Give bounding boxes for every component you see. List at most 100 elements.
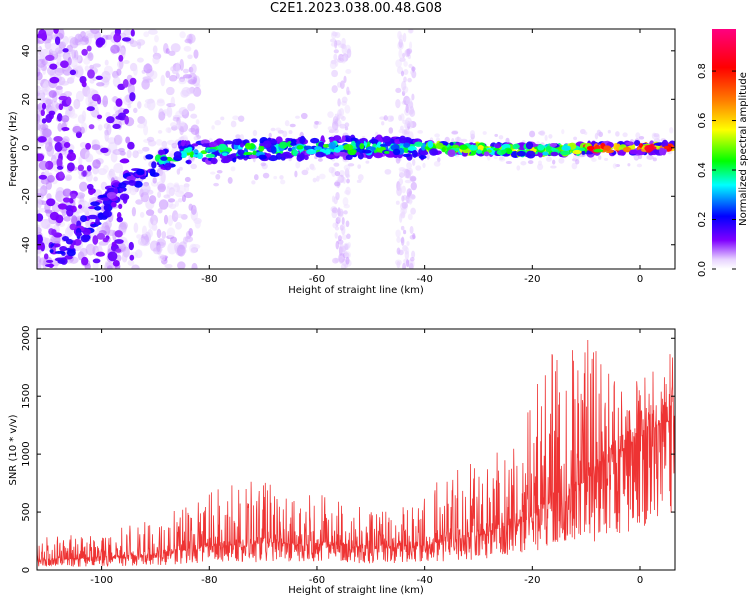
spectral-blob bbox=[344, 104, 351, 114]
spectral-blob bbox=[400, 237, 405, 244]
spectral-blob bbox=[53, 136, 63, 142]
spectral-blob bbox=[324, 148, 331, 156]
spectral-blob bbox=[337, 208, 344, 217]
spectral-blob bbox=[343, 203, 350, 209]
spectral-blob bbox=[482, 131, 487, 135]
spectral-blob bbox=[627, 163, 631, 167]
spectral-blob bbox=[114, 239, 124, 244]
spectral-blob bbox=[152, 177, 157, 184]
spectral-blob bbox=[337, 215, 342, 220]
snr-series-line bbox=[37, 339, 675, 568]
colorbar-tick-label: 0.2 bbox=[697, 212, 708, 228]
spectral-blob bbox=[335, 240, 340, 250]
spectral-blob bbox=[520, 160, 527, 166]
spectral-blob bbox=[133, 65, 138, 76]
spectral-blob bbox=[415, 165, 422, 171]
spectral-blob bbox=[369, 138, 379, 144]
spectral-blob bbox=[653, 142, 663, 146]
spectral-blob bbox=[161, 230, 167, 239]
spectral-blob bbox=[315, 151, 325, 158]
spectral-blob bbox=[52, 160, 57, 166]
spectral-blob bbox=[314, 120, 319, 125]
spectral-blob bbox=[111, 241, 117, 247]
spectral-blob bbox=[127, 141, 135, 150]
spectral-blob bbox=[407, 213, 413, 221]
spectral-blob bbox=[79, 181, 88, 192]
spectral-blob bbox=[135, 199, 143, 205]
colorbar-tick-label: 0.0 bbox=[697, 261, 708, 277]
spectral-blob bbox=[117, 112, 127, 121]
spectral-blob bbox=[107, 251, 118, 262]
spectral-blob bbox=[113, 33, 122, 43]
spectral-blob bbox=[183, 45, 192, 52]
spectral-blob bbox=[112, 259, 120, 267]
spectral-blob bbox=[344, 126, 349, 131]
spectral-blob bbox=[37, 113, 41, 125]
spectral-blob bbox=[401, 210, 406, 219]
spectral-blob bbox=[584, 131, 588, 135]
spectral-blob bbox=[44, 29, 54, 36]
spectral-blob bbox=[72, 125, 82, 134]
spectral-blob bbox=[406, 241, 410, 246]
spectral-blob bbox=[92, 235, 99, 245]
spectral-blob bbox=[165, 86, 175, 96]
spectral-blob bbox=[88, 124, 95, 130]
spectral-blob bbox=[137, 123, 146, 129]
spectral-blob bbox=[49, 76, 60, 84]
spectral-blob bbox=[232, 138, 242, 146]
spectral-blob bbox=[525, 150, 536, 159]
spectral-blob bbox=[327, 111, 334, 118]
spectral-blob bbox=[344, 251, 352, 259]
spectral-blob bbox=[406, 162, 412, 170]
spectral-blob bbox=[403, 129, 411, 135]
spectral-blob bbox=[575, 159, 580, 165]
spectral-blob bbox=[53, 243, 61, 248]
spectral-blob bbox=[159, 177, 163, 182]
spectral-blob bbox=[75, 90, 85, 102]
spectral-blob bbox=[340, 263, 347, 269]
spectral-blob bbox=[411, 250, 416, 259]
spectral-blob bbox=[91, 93, 101, 102]
spectral-blob bbox=[157, 183, 167, 193]
spectral-blob bbox=[410, 256, 415, 262]
spectral-blob bbox=[561, 129, 565, 135]
spectral-blob bbox=[86, 106, 95, 112]
spectral-blob bbox=[90, 29, 100, 35]
spectral-blob bbox=[402, 32, 407, 43]
spectral-blob bbox=[104, 59, 109, 66]
spectral-blob bbox=[118, 203, 123, 210]
spectral-blob bbox=[186, 177, 190, 182]
spectral-blob bbox=[59, 80, 70, 86]
spectral-blob bbox=[346, 178, 350, 184]
spectral-blob bbox=[166, 185, 171, 198]
spectral-blob bbox=[86, 45, 92, 52]
spectral-blob bbox=[113, 134, 123, 146]
spectral-blob bbox=[43, 253, 49, 260]
spectral-blob bbox=[166, 227, 176, 238]
spectral-blob bbox=[550, 165, 557, 169]
spectral-blob bbox=[86, 165, 92, 172]
snr-xtick-label: -40 bbox=[416, 575, 432, 586]
spectral-blob bbox=[115, 98, 123, 107]
spectral-blob bbox=[157, 207, 163, 214]
spectral-blob bbox=[173, 151, 182, 159]
spectral-blob bbox=[476, 149, 483, 154]
spectral-blob bbox=[258, 145, 265, 152]
spectral-blob bbox=[395, 59, 402, 68]
spectral-blob bbox=[142, 225, 147, 237]
spectral-blob bbox=[37, 199, 43, 208]
spectral-blob bbox=[84, 65, 90, 72]
spectrogram-ytick-label: 40 bbox=[21, 44, 32, 57]
spectral-blob bbox=[81, 256, 89, 266]
spectral-blob bbox=[81, 35, 89, 42]
spectral-blob bbox=[402, 262, 407, 269]
spectral-blob bbox=[406, 191, 411, 198]
spectral-blob bbox=[287, 147, 293, 152]
spectral-blob bbox=[357, 174, 364, 181]
spectral-blob bbox=[376, 141, 382, 148]
spectral-blob bbox=[305, 167, 310, 171]
spectral-blob bbox=[230, 166, 236, 172]
spectral-blob bbox=[251, 180, 256, 185]
spectral-blob bbox=[334, 39, 338, 49]
spectral-blob bbox=[361, 149, 372, 154]
